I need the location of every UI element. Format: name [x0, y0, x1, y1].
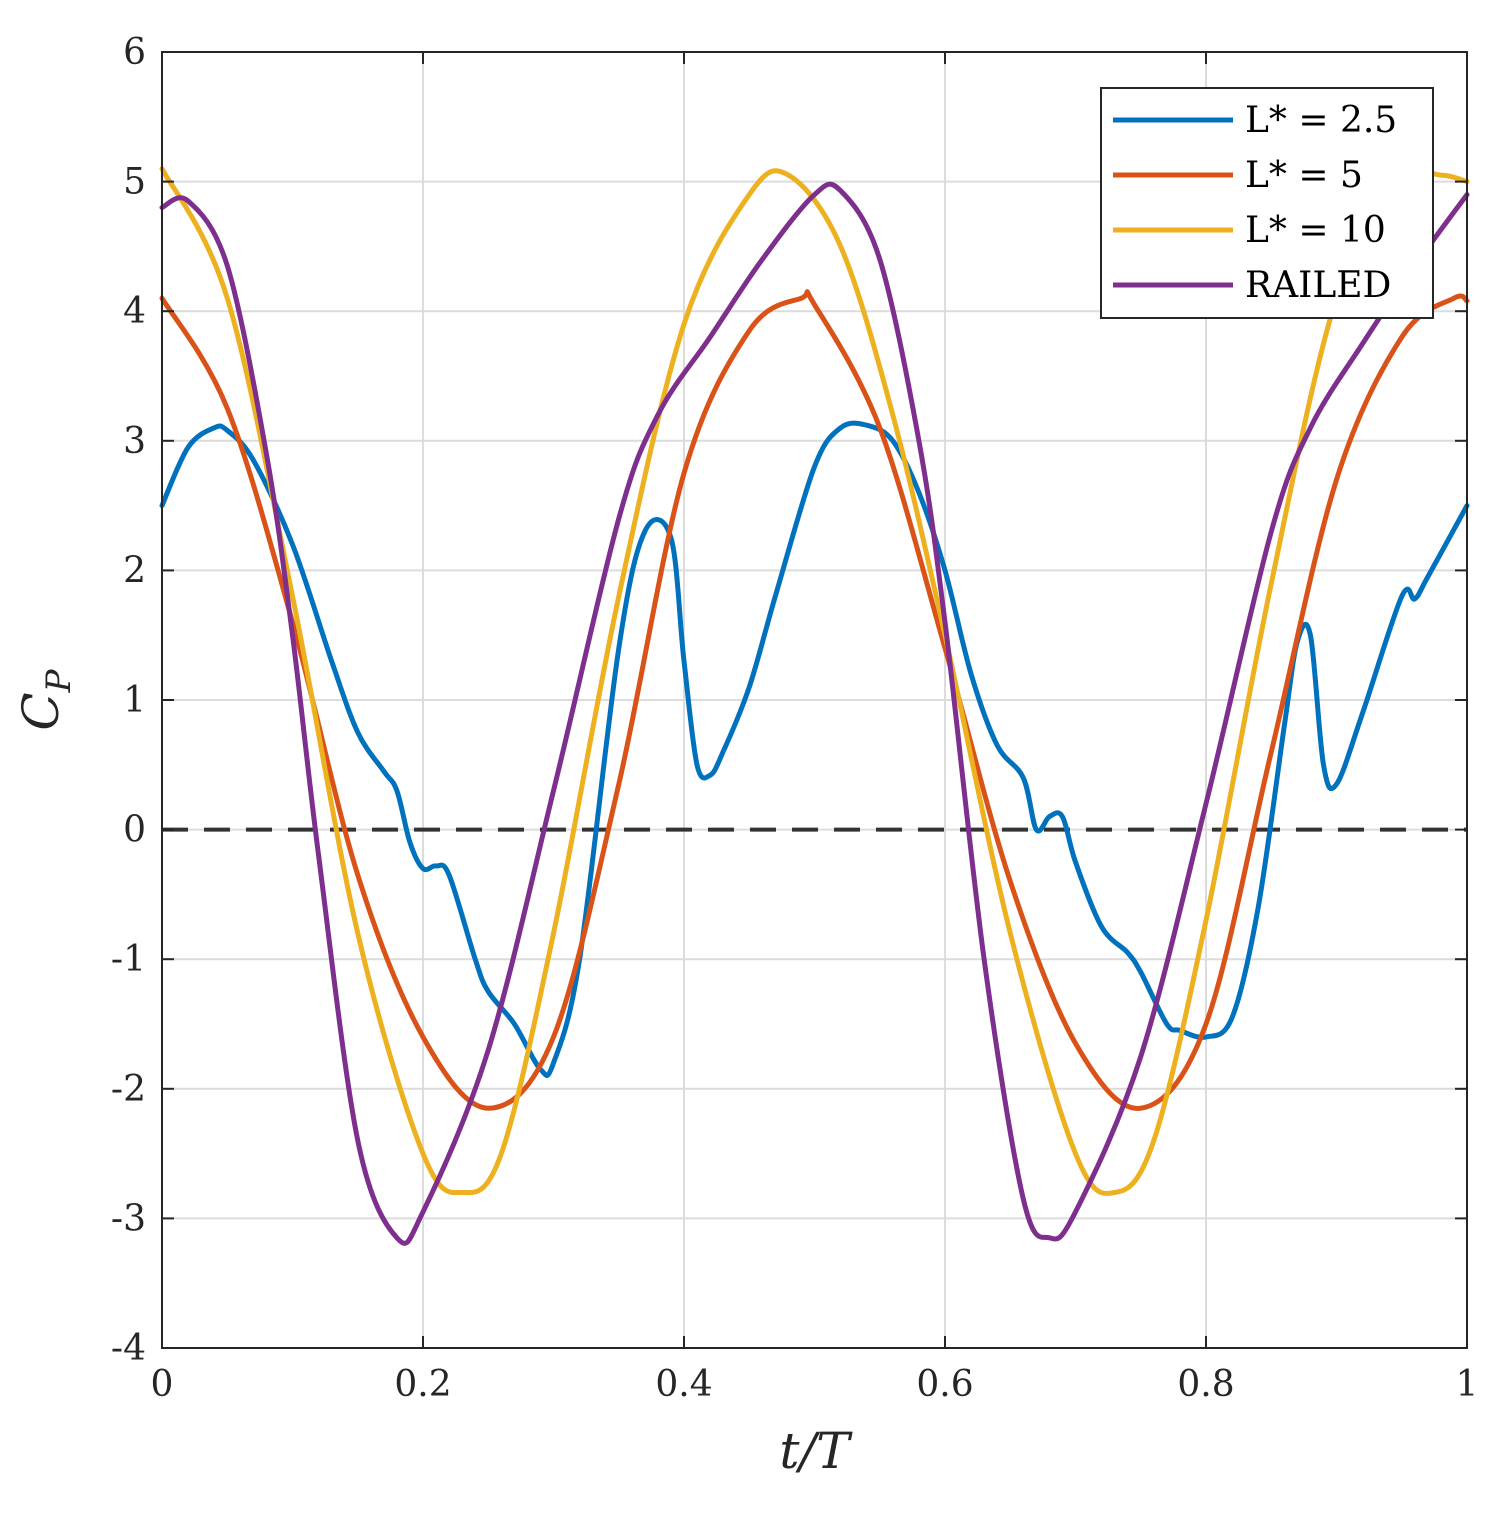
x-tick-label: 0.4	[655, 1364, 712, 1405]
x-tick-label: 0	[151, 1364, 174, 1405]
y-tick-label: 6	[123, 32, 146, 73]
x-axis-label: t/T	[779, 1422, 853, 1480]
series-line-2	[159, 166, 1470, 1196]
series-line-1	[159, 289, 1470, 1111]
legend: L* = 2.5 L* = 5 L* = 10 RAILED	[1100, 87, 1434, 319]
y-tick-label: 0	[123, 810, 146, 851]
y-tick-label: 3	[123, 421, 146, 462]
x-tick-label: 0.2	[394, 1364, 451, 1405]
legend-box	[1100, 87, 1434, 319]
y-tick-label: -2	[111, 1069, 146, 1110]
legend-label: L* = 10	[1245, 210, 1386, 251]
y-tick-label: -3	[111, 1198, 146, 1239]
axis-ticks: 0 0.2 0.4 0.6 0.8 1 -4 -3 -2 -1 0 1 2 3 4 5 6	[111, 32, 1479, 1405]
y-tick-label: 1	[123, 680, 146, 721]
x-tick-label: 1	[1456, 1364, 1479, 1405]
legend-label: L* = 2.5	[1245, 100, 1397, 141]
x-tick-label: 0.6	[916, 1364, 973, 1405]
y-axis-label: CP	[12, 668, 79, 730]
y-tick-label: 5	[123, 162, 146, 203]
legend-label: RAILED	[1245, 265, 1391, 306]
series-line-0	[159, 420, 1470, 1078]
series-layer	[159, 166, 1470, 1246]
series-line-3	[159, 181, 1470, 1246]
y-tick-label: 2	[123, 550, 146, 591]
x-tick-label: 0.8	[1177, 1364, 1234, 1405]
y-tick-label: 4	[123, 291, 146, 332]
legend-label: L* = 5	[1245, 155, 1363, 196]
y-tick-label: -1	[111, 939, 146, 980]
y-tick-label: -4	[111, 1328, 146, 1369]
